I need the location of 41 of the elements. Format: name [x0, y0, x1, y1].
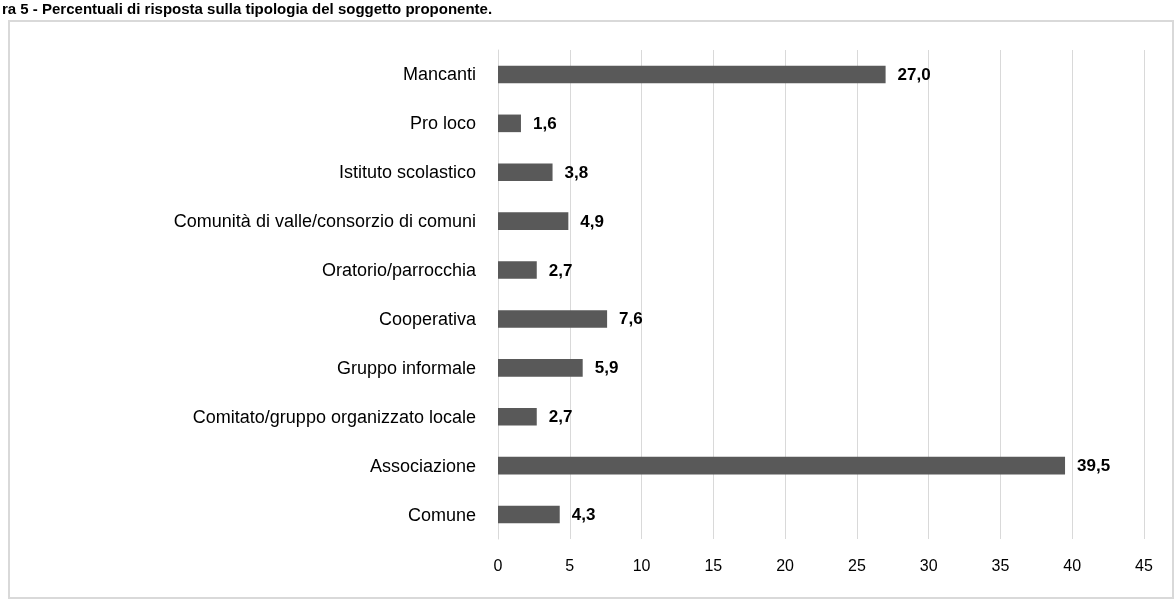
data-label: 27,0	[897, 64, 931, 84]
bar	[498, 456, 1066, 475]
data-label: 1,6	[532, 113, 557, 133]
data-label: 2,7	[548, 260, 573, 280]
y-tick-label: Comitato/gruppo organizzato locale	[192, 406, 476, 427]
x-tick-label: 20	[776, 556, 795, 574]
bar	[498, 212, 569, 230]
y-tick-label: Comunità di valle/consorzio di comuni	[173, 211, 476, 232]
x-tick-label: 40	[1063, 556, 1082, 574]
x-tick-label: 0	[493, 556, 503, 574]
x-tick-label: 5	[565, 556, 575, 574]
y-tick-label: Cooperativa	[378, 308, 477, 329]
y-tick-label: Gruppo informale	[336, 357, 476, 378]
data-label: 2,7	[548, 407, 573, 427]
bar	[498, 359, 583, 377]
bar	[498, 310, 608, 328]
text: ra 5 - Percentuali di risposta sulla tipologia del soggetto proponente.	[2, 0, 493, 17]
x-tick-label: 30	[919, 556, 938, 574]
bar	[498, 114, 521, 133]
data-label: 3,8	[564, 162, 589, 182]
y-tick-label: Pro loco	[409, 113, 476, 134]
data-label: 4,9	[580, 211, 604, 231]
x-tick-label: 10	[632, 556, 651, 574]
data-label: 5,9	[594, 358, 619, 378]
bar	[498, 407, 537, 426]
bar	[498, 261, 537, 279]
y-tick-label: Comune	[407, 504, 476, 525]
x-tick-label: 25	[847, 556, 866, 574]
bar	[498, 163, 553, 182]
data-label: 39,5	[1077, 456, 1111, 476]
y-tick-label: Associazione	[369, 455, 476, 476]
data-label: 4,3	[571, 505, 596, 525]
data-label: 7,6	[619, 309, 643, 329]
x-tick-label: 15	[704, 556, 723, 574]
y-tick-label: Mancanti	[402, 64, 476, 85]
bar	[498, 505, 560, 524]
x-tick-label: 45	[1135, 556, 1153, 574]
y-tick-label: Istituto scolastico	[338, 162, 476, 183]
bar	[498, 65, 886, 84]
x-tick-label: 35	[991, 556, 1010, 574]
y-tick-label: Oratorio/parrocchia	[321, 260, 477, 281]
